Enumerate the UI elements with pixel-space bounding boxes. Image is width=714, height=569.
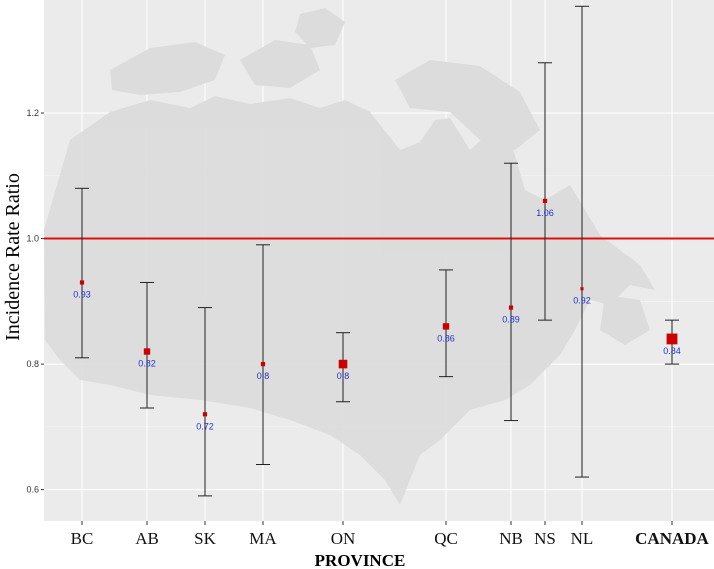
point-marker bbox=[202, 412, 208, 417]
data-label: 0.92 bbox=[573, 296, 591, 306]
data-label: 0.8 bbox=[337, 371, 350, 381]
map-island bbox=[600, 295, 650, 345]
data-label: 0.86 bbox=[437, 333, 455, 343]
x-tick-label: AB bbox=[135, 529, 159, 548]
map-island bbox=[395, 60, 540, 150]
canada-map-silhouette bbox=[44, 8, 655, 505]
y-tick-label: 0.6 bbox=[26, 485, 39, 495]
data-label: 0.93 bbox=[73, 289, 91, 299]
point-marker bbox=[666, 333, 678, 345]
data-label: 0.82 bbox=[138, 359, 156, 369]
x-axis: BC AB SK MA ON QC NB NS NL CANADA bbox=[71, 521, 710, 548]
map-island bbox=[240, 40, 320, 88]
y-tick-label: 1.0 bbox=[26, 234, 39, 244]
point-marker bbox=[508, 305, 514, 310]
point-marker bbox=[580, 287, 584, 291]
point-marker bbox=[542, 198, 548, 203]
x-tick-label: BC bbox=[71, 529, 94, 548]
y-tick-label: 0.8 bbox=[26, 359, 39, 369]
x-tick-label: QC bbox=[434, 529, 458, 548]
x-tick-label: MA bbox=[249, 529, 277, 548]
x-tick-label: ON bbox=[331, 529, 356, 548]
point-marker bbox=[260, 361, 266, 367]
data-label: 0.8 bbox=[257, 371, 270, 381]
x-tick-label: CANADA bbox=[635, 529, 709, 548]
data-label: 0.89 bbox=[502, 315, 520, 325]
x-tick-label: NL bbox=[571, 529, 594, 548]
point-marker bbox=[442, 323, 450, 330]
x-axis-title: PROVINCE bbox=[315, 551, 406, 569]
data-label: 0.84 bbox=[663, 346, 681, 356]
y-axis-title: Incidence Rate Ratio bbox=[2, 173, 24, 341]
x-tick-label: SK bbox=[194, 529, 216, 548]
point-marker bbox=[338, 359, 348, 369]
x-tick-label: NB bbox=[499, 529, 523, 548]
data-label: 0.72 bbox=[196, 421, 214, 431]
map-mainland bbox=[44, 96, 655, 505]
data-points: 0.93 0.82 0.72 0.8 0.8 0.86 0.89 1.06 0.92 0.84 bbox=[73, 5, 681, 497]
y-tick-label: 1.2 bbox=[26, 108, 39, 118]
map-island bbox=[110, 42, 225, 95]
data-label: 1.06 bbox=[536, 208, 554, 218]
y-axis: 0.6 0.8 1.0 1.2 bbox=[26, 108, 44, 495]
point-marker bbox=[79, 280, 85, 285]
point-marker bbox=[143, 348, 151, 355]
x-tick-label: NS bbox=[534, 529, 556, 548]
map-island bbox=[295, 8, 345, 48]
